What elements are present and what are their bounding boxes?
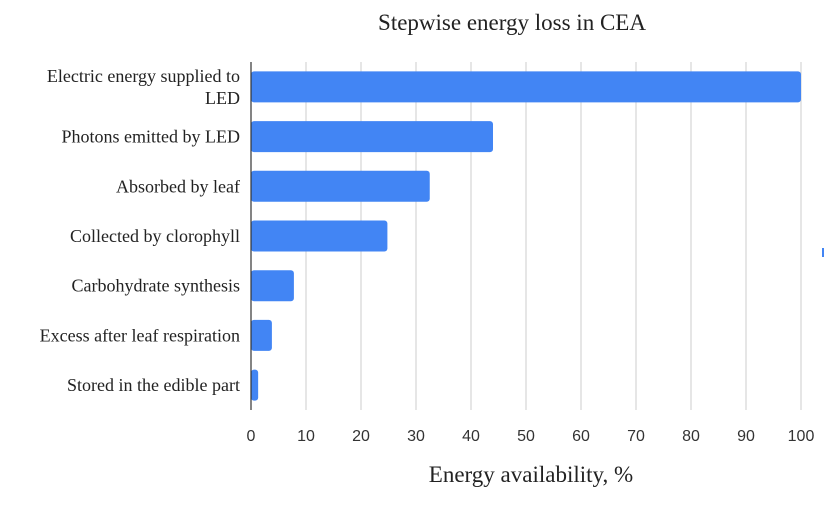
- x-tick-label: 60: [572, 428, 590, 445]
- category-label: Carbohydrate synthesis: [72, 276, 240, 296]
- bar: [251, 270, 294, 302]
- category-label: Photons emitted by LED: [62, 127, 241, 147]
- x-axis-label: Energy availability, %: [429, 462, 633, 487]
- x-tick-label: 100: [788, 428, 815, 445]
- category-label: Electric energy supplied to LED: [47, 66, 240, 108]
- x-tick-label: 50: [517, 428, 535, 445]
- x-tick-label: 70: [627, 428, 645, 445]
- bar: [251, 71, 801, 103]
- bar: [251, 220, 388, 252]
- x-tick-label: 80: [682, 428, 700, 445]
- bar: [251, 369, 259, 401]
- category-label: Stored in the edible part: [67, 375, 240, 395]
- x-tick-label: 30: [407, 428, 425, 445]
- x-tick-label: 40: [462, 428, 480, 445]
- x-tick-label: 20: [352, 428, 370, 445]
- category-labels: Electric energy supplied to LED Photons em…: [40, 66, 240, 395]
- x-tick-label: 10: [297, 428, 315, 445]
- category-label: Excess after leaf respiration: [40, 325, 240, 345]
- x-tick-label: 0: [247, 428, 256, 445]
- chart-title: Stepwise energy loss in CEA: [378, 10, 646, 35]
- category-label: Collected by clorophyll: [70, 226, 240, 246]
- bar: [251, 319, 272, 351]
- bar: [251, 170, 430, 202]
- x-tick-label: 90: [737, 428, 755, 445]
- x-tick-labels: 0 10 20 30 40 50 60 70 80 90 100: [247, 428, 815, 445]
- bar: [251, 121, 493, 153]
- edge-marker: [822, 248, 824, 257]
- category-label: Absorbed by leaf: [116, 176, 240, 196]
- bars: [251, 71, 801, 401]
- gridlines: [305, 62, 802, 410]
